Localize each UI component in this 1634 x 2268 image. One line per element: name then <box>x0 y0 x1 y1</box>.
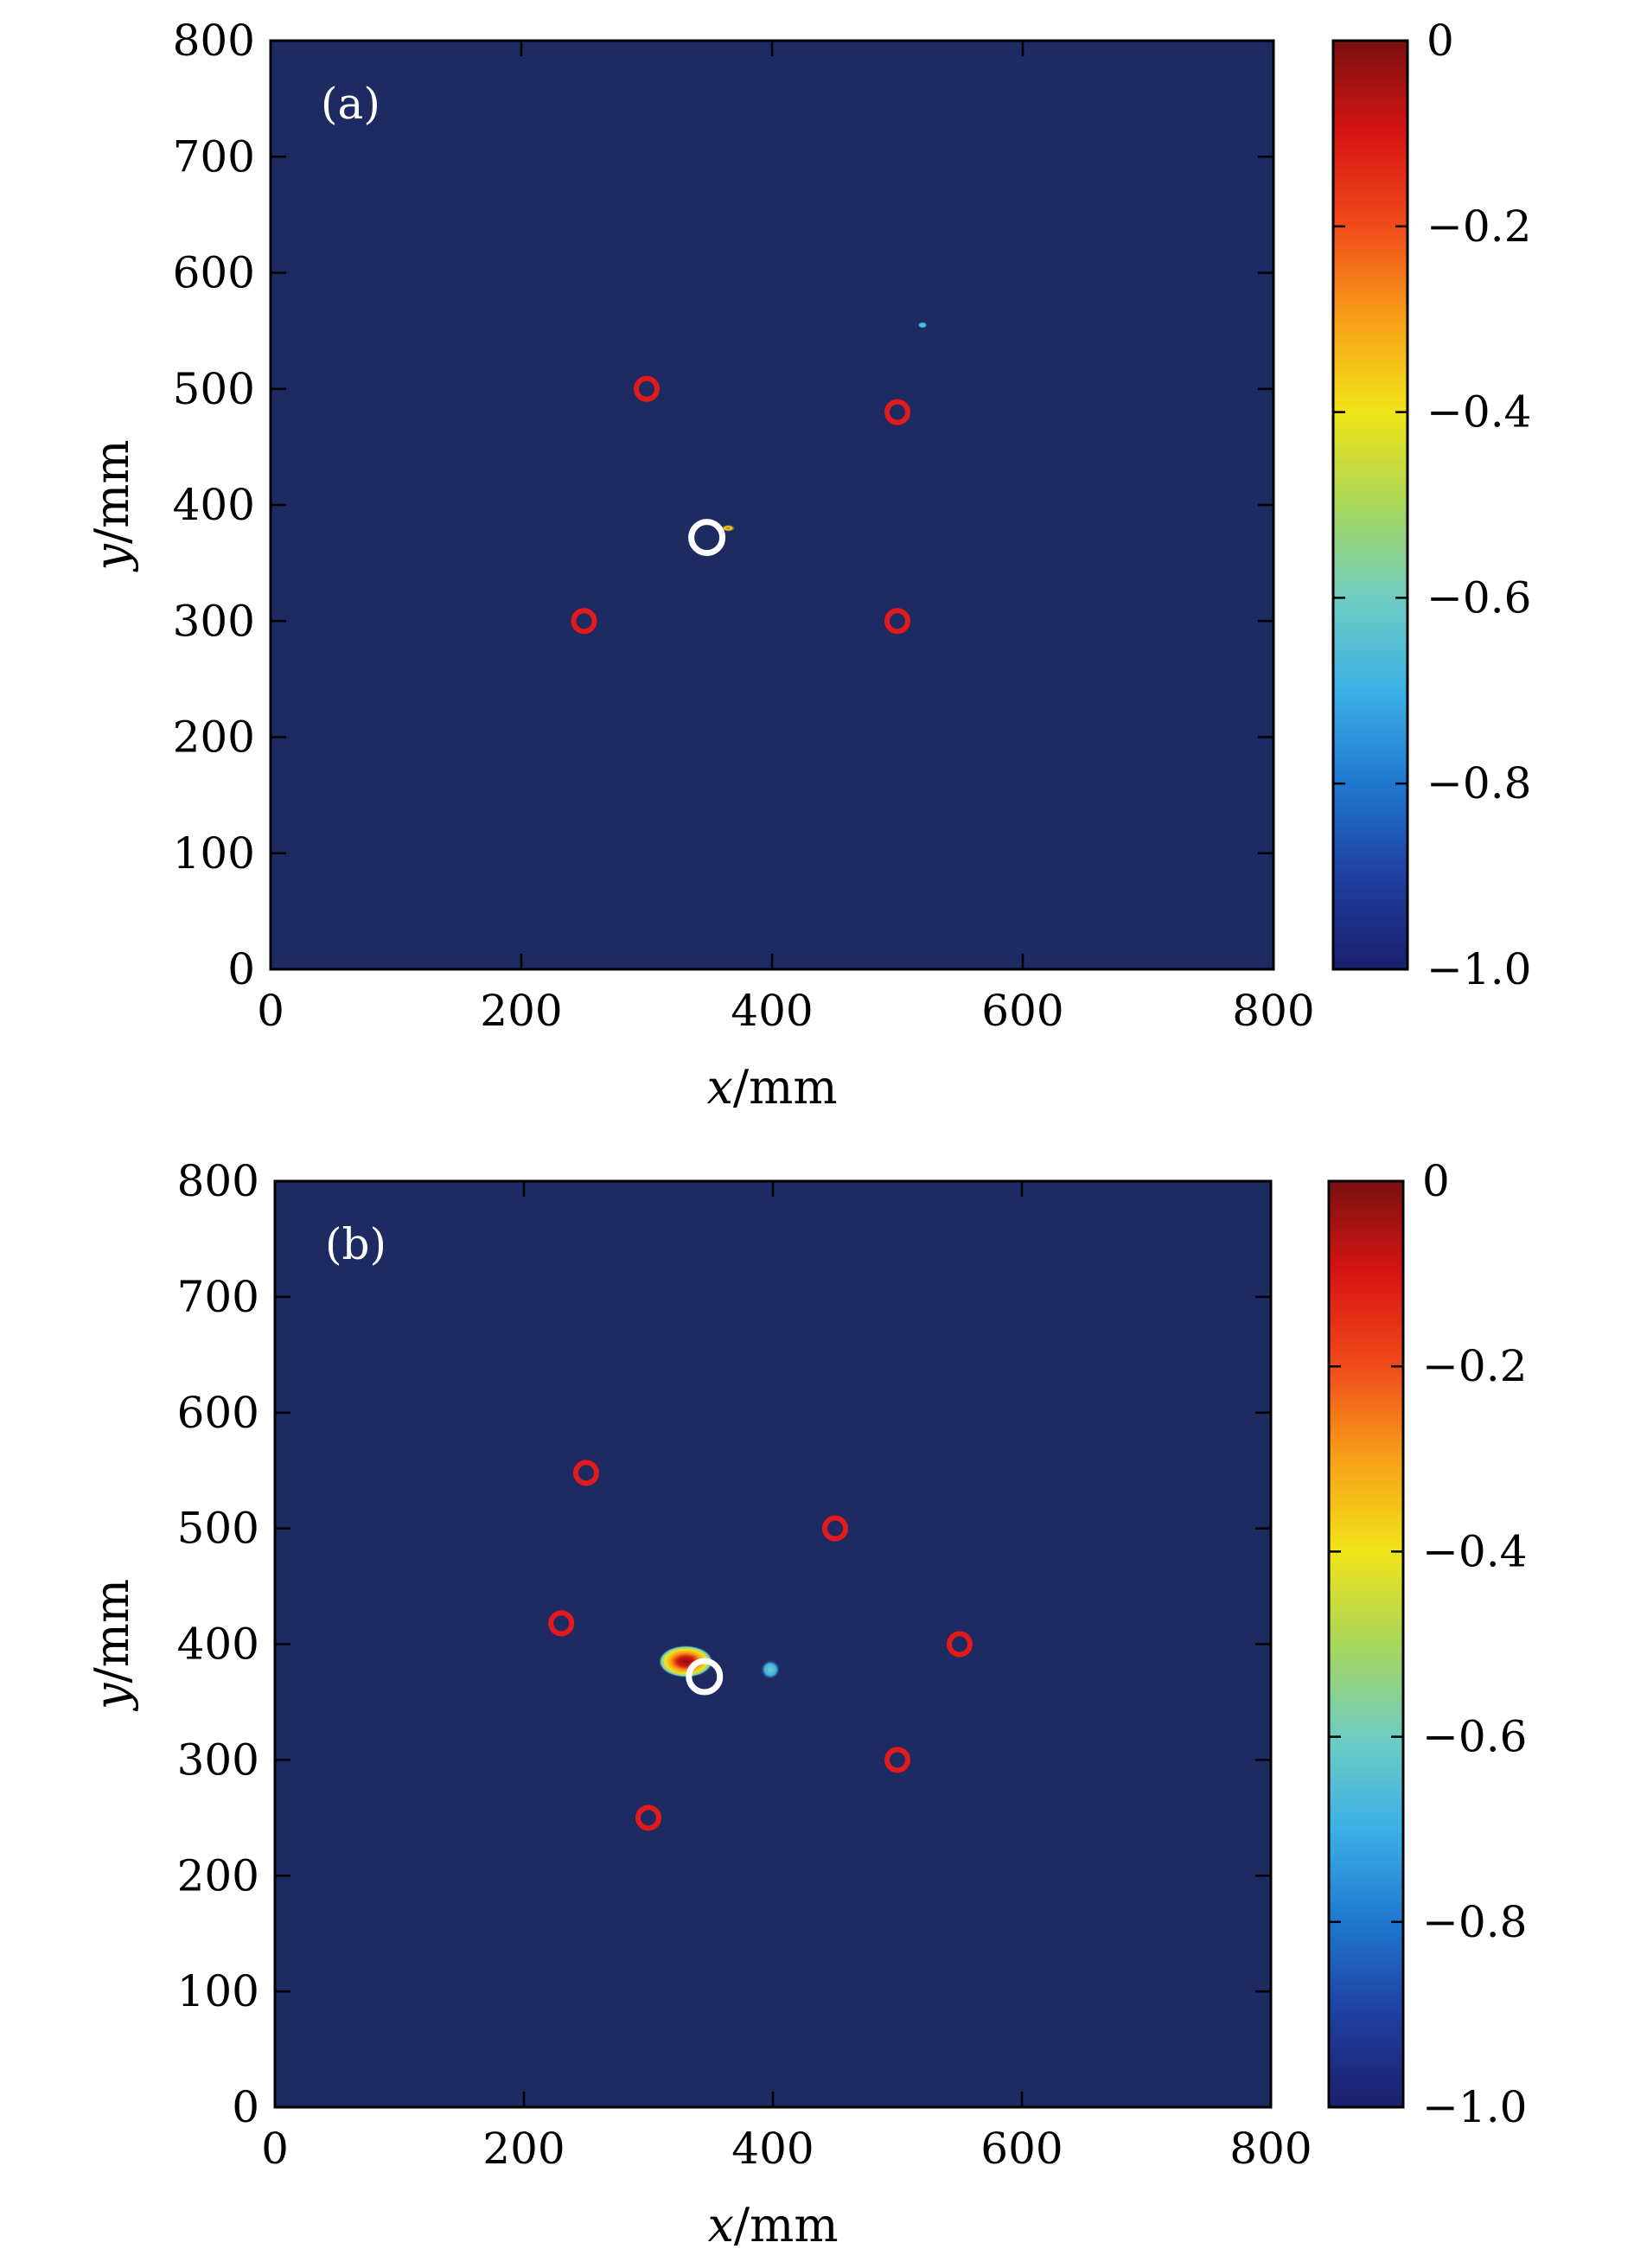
y-tick-label: 400 <box>177 1620 259 1670</box>
colorbar-tick-label: −0.6 <box>1427 572 1531 623</box>
y-tick-label: 600 <box>177 1388 259 1438</box>
x-axis-variable: x <box>707 2198 733 2252</box>
y-tick-label: 600 <box>173 248 255 298</box>
y-tick-label: 100 <box>173 828 255 878</box>
panel-a: 0 200 400 600 800 0 100 200 300 400 500 600 700 800 (a… <box>85 16 1531 1115</box>
x-tick-label: 200 <box>482 2124 565 2174</box>
y-axis-label: y/mm <box>85 439 139 572</box>
source-marker <box>686 1658 724 1696</box>
y-tick-label: 400 <box>173 480 255 530</box>
y-tick-label: 0 <box>232 2082 259 2132</box>
y-axis-unit: /mm <box>85 439 139 544</box>
sensor-marker <box>884 399 910 425</box>
sensor-marker <box>634 375 660 402</box>
colorbar-tick-label: 0 <box>1427 16 1454 66</box>
colorbar-tick-label: −0.6 <box>1422 1712 1527 1762</box>
sensor-marker <box>635 1805 661 1831</box>
y-tick-label: 0 <box>227 944 255 994</box>
colorbar-frame <box>1327 1179 1405 2109</box>
y-tick-label: 700 <box>173 131 255 182</box>
y-tick-label: 500 <box>177 1504 259 1554</box>
colorbar-tick-label: −0.8 <box>1422 1897 1527 1947</box>
panel-label: (a) <box>321 79 380 129</box>
colorbar-tick-label: −0.4 <box>1427 387 1531 438</box>
y-tick-label: 500 <box>173 364 255 414</box>
colorbar-tick-label: −1.0 <box>1427 944 1531 994</box>
y-axis-unit: /mm <box>85 1579 139 1683</box>
x-tick-label: 200 <box>480 986 562 1036</box>
colorbar-tick-label: −1.0 <box>1422 2082 1527 2132</box>
x-tick-label: 0 <box>257 986 284 1036</box>
colorbar-tick-label: 0 <box>1422 1156 1450 1206</box>
x-axis-label: x/mm <box>707 2198 838 2252</box>
heatmap-hotspot <box>720 524 736 533</box>
colorbar-tick-label: −0.8 <box>1427 758 1531 808</box>
sensor-marker <box>884 608 910 635</box>
heatmap-field <box>271 41 1273 969</box>
y-tick-label: 300 <box>173 596 255 646</box>
colorbar-gradient <box>1333 41 1407 969</box>
sensor-marker <box>571 608 597 635</box>
heatmap-field <box>275 1181 1271 2107</box>
x-tick-label: 800 <box>1229 2124 1312 2174</box>
y-tick-label: 200 <box>173 712 255 763</box>
panel-b: 0 200 400 600 800 0 100 200 300 400 500 600 700 800 (b… <box>85 1156 1527 2252</box>
colorbar-gradient <box>1329 1181 1403 2107</box>
source-marker <box>688 519 726 557</box>
y-tick-label: 800 <box>177 1156 259 1206</box>
heatmap-hotspot <box>760 1659 781 1680</box>
x-axis-variable: x <box>706 1060 732 1115</box>
y-tick-label: 700 <box>177 1272 259 1322</box>
colorbar: 0 −0.2 −0.4 −0.6 −0.8 −1.0 <box>1331 16 1531 994</box>
sensor-marker <box>884 1747 910 1773</box>
y-tick-label: 300 <box>177 1735 259 1785</box>
x-tick-label: 800 <box>1232 986 1314 1036</box>
sensor-marker <box>822 1515 848 1542</box>
colorbar-frame <box>1331 39 1409 971</box>
colorbar-tick-label: −0.2 <box>1422 1341 1527 1391</box>
x-tick-label: 400 <box>731 986 813 1036</box>
y-axis-variable: y <box>85 1682 139 1711</box>
colorbar-tick-label: −0.4 <box>1422 1526 1527 1576</box>
x-axis-unit: /mm <box>734 2198 839 2252</box>
x-tick-label: 0 <box>261 2124 289 2174</box>
panel-label: (b) <box>325 1219 386 1269</box>
y-tick-label: 100 <box>177 1966 259 2016</box>
x-tick-label: 400 <box>731 2124 814 2174</box>
heatmap-hotspot <box>658 1645 713 1678</box>
x-axis-label: x/mm <box>706 1060 837 1115</box>
colorbar-tick-label: −0.2 <box>1427 201 1531 252</box>
sensor-marker <box>548 1610 575 1637</box>
x-tick-label: 600 <box>980 2124 1063 2174</box>
sensor-marker <box>947 1631 973 1658</box>
y-tick-label: 800 <box>173 16 255 66</box>
x-tick-label: 600 <box>981 986 1063 1036</box>
x-axis-unit: /mm <box>733 1060 838 1115</box>
y-axis-variable: y <box>85 543 139 572</box>
sensor-marker <box>573 1460 599 1486</box>
heatmap-hotspot <box>917 321 928 329</box>
colorbar: 0 −0.2 −0.4 −0.6 −0.8 −1.0 <box>1327 1156 1527 2132</box>
y-tick-label: 200 <box>177 1850 259 1901</box>
y-axis-label: y/mm <box>85 1579 139 1711</box>
